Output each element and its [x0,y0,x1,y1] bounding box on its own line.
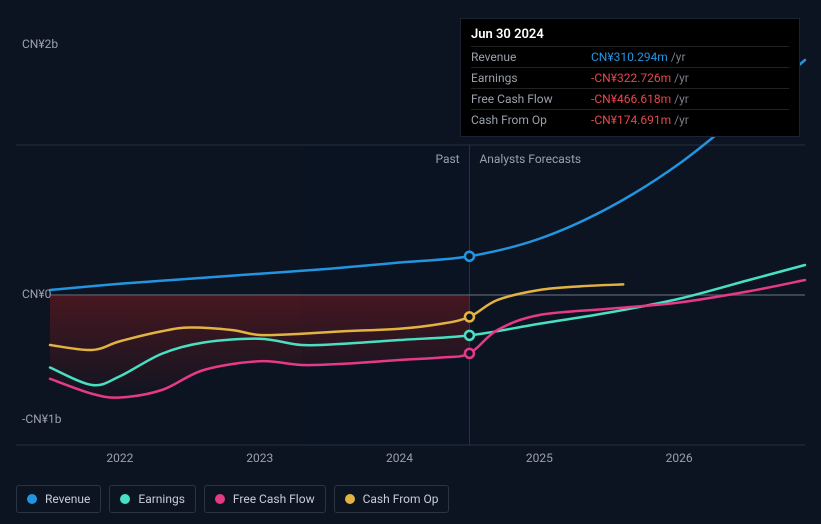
financials-chart: Jun 30 2024 Revenue CN¥310.294m /yr Earn… [0,0,821,524]
tooltip-unit: /yr [674,113,689,127]
legend-item-cfo[interactable]: Cash From Op [334,485,450,513]
tooltip-unit: /yr [671,50,686,64]
tooltip-value: -CN¥174.691m [591,113,671,127]
legend-label: Cash From Op [363,492,439,506]
tooltip-row-cfo: Cash From Op -CN¥174.691m /yr [471,109,789,130]
section-label-past: Past [435,152,459,166]
legend-swatch [345,494,355,504]
x-axis-tick: 2025 [526,451,553,465]
section-label-forecast: Analysts Forecasts [479,152,581,166]
chart-legend: Revenue Earnings Free Cash Flow Cash Fro… [16,485,449,513]
x-axis-tick: 2022 [106,451,133,465]
tooltip-unit: /yr [674,92,689,106]
legend-item-earnings[interactable]: Earnings [109,485,196,513]
chart-tooltip: Jun 30 2024 Revenue CN¥310.294m /yr Earn… [460,18,800,137]
tooltip-label: Free Cash Flow [471,92,591,106]
tooltip-unit: /yr [674,71,689,85]
legend-label: Free Cash Flow [233,492,315,506]
tooltip-value: -CN¥466.618m [591,92,671,106]
legend-swatch [120,494,130,504]
x-axis-tick: 2024 [386,451,413,465]
x-axis-tick: 2023 [246,451,273,465]
tooltip-value: -CN¥322.726m [591,71,671,85]
tooltip-label: Revenue [471,50,591,64]
tooltip-value: CN¥310.294m [591,50,668,64]
legend-item-fcf[interactable]: Free Cash Flow [204,485,326,513]
legend-label: Earnings [138,492,185,506]
legend-item-revenue[interactable]: Revenue [16,485,101,513]
legend-swatch [27,494,37,504]
tooltip-label: Cash From Op [471,113,591,127]
tooltip-label: Earnings [471,71,591,85]
x-axis-tick: 2026 [666,451,693,465]
y-axis-tick: CN¥0 [22,287,51,301]
y-axis-tick: CN¥2b [22,37,58,51]
legend-label: Revenue [45,492,90,506]
tooltip-row-revenue: Revenue CN¥310.294m /yr [471,46,789,67]
y-axis-tick: -CN¥1b [22,412,61,426]
legend-swatch [215,494,225,504]
tooltip-row-earnings: Earnings -CN¥322.726m /yr [471,67,789,88]
tooltip-date: Jun 30 2024 [471,27,789,42]
tooltip-row-fcf: Free Cash Flow -CN¥466.618m /yr [471,88,789,109]
